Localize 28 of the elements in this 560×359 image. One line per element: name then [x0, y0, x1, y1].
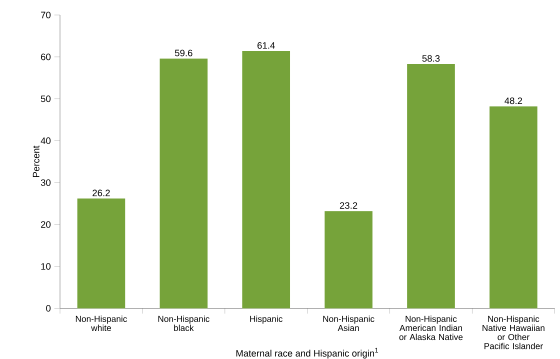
y-axis-title: Percent	[32, 146, 40, 177]
x-tick-label: Non-Hispanic American Indian or Alaska Native	[399, 316, 463, 340]
bar	[77, 198, 126, 308]
x-tick-label: Non-Hispanic Asian	[323, 316, 374, 332]
data-label: 59.6	[174, 50, 192, 56]
data-label: 48.2	[504, 97, 522, 104]
y-tick-label: 60	[41, 54, 51, 60]
data-label: 61.4	[258, 42, 275, 49]
x-tick-label: Non-Hispanic white	[76, 316, 127, 332]
y-tick-label: 0	[46, 305, 51, 312]
y-tick-label: 40	[40, 137, 51, 144]
data-label: 26.2	[92, 190, 110, 196]
data-label: 23.2	[340, 202, 358, 209]
y-tick-label: 70	[41, 12, 51, 18]
y-tick-label: 30	[40, 179, 51, 186]
x-tick-label: Hispanic	[250, 316, 282, 324]
y-tick-label: 20	[41, 221, 51, 228]
y-tick-label: 50	[40, 96, 51, 102]
x-tick-label: Non-Hispanic Native Hawaiian or Other Pacific Islander	[482, 316, 544, 350]
x-tick-label: Non-Hispanic black	[158, 316, 210, 332]
bar	[242, 51, 290, 308]
x-axis-title: Maternal race and Hispanic origin$^{1}$	[236, 348, 378, 358]
bar	[490, 106, 538, 308]
bar	[160, 58, 208, 308]
y-tick-label: 10	[41, 263, 51, 270]
bar	[407, 64, 455, 308]
bar	[324, 211, 372, 308]
data-label: 58.3	[422, 55, 440, 62]
